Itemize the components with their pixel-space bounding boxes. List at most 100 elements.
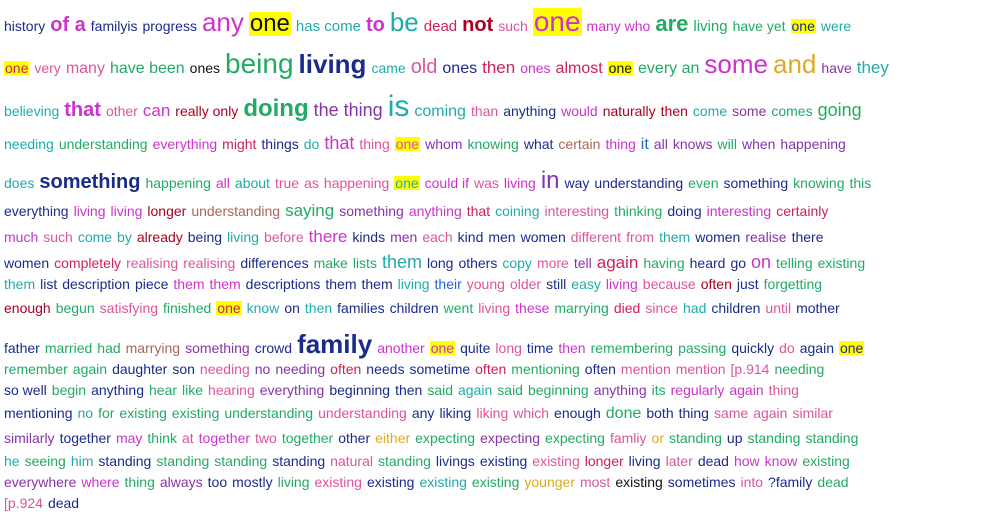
word: thing bbox=[768, 382, 799, 398]
word: tell bbox=[573, 255, 592, 271]
word: most bbox=[579, 474, 611, 490]
word: all bbox=[653, 136, 668, 152]
word-line: he seeing him standing standing standing stand… bbox=[4, 454, 850, 468]
word-line: enough begun satisfying finished one know on th… bbox=[4, 301, 840, 315]
word: family bbox=[297, 329, 373, 359]
word: any bbox=[201, 7, 244, 37]
word: on bbox=[751, 252, 772, 272]
word: go bbox=[730, 255, 747, 271]
word: young bbox=[466, 276, 505, 292]
word: way bbox=[564, 175, 590, 191]
word: already bbox=[136, 229, 183, 245]
word: descriptions bbox=[245, 276, 321, 292]
word: him bbox=[70, 453, 94, 469]
word: then bbox=[660, 103, 688, 119]
word: others bbox=[458, 255, 498, 271]
word: some bbox=[732, 103, 767, 119]
word: needs bbox=[366, 361, 405, 377]
word: history bbox=[4, 18, 46, 34]
word: thing bbox=[605, 136, 636, 152]
word: passing bbox=[678, 340, 727, 356]
word: famliy bbox=[609, 430, 647, 446]
word: as bbox=[304, 175, 319, 191]
word: many bbox=[65, 60, 105, 77]
word: and bbox=[772, 49, 817, 79]
word: them bbox=[4, 276, 36, 292]
word: mentioning bbox=[511, 361, 580, 377]
word: copy bbox=[502, 255, 532, 271]
word: remember bbox=[4, 361, 68, 377]
word: longer bbox=[147, 203, 187, 219]
word: happening bbox=[780, 136, 846, 152]
word: them bbox=[173, 276, 205, 292]
word: old bbox=[410, 56, 438, 78]
word: them bbox=[325, 276, 357, 292]
word: were bbox=[820, 18, 852, 34]
word: there bbox=[308, 227, 348, 246]
word: could if bbox=[424, 175, 469, 191]
word: their bbox=[434, 276, 462, 292]
word: about bbox=[234, 175, 270, 191]
word: liking bbox=[476, 405, 509, 421]
word: where bbox=[81, 474, 120, 490]
word: then bbox=[304, 300, 333, 316]
word: the thing bbox=[313, 100, 383, 120]
word: still bbox=[546, 276, 567, 292]
word: easy bbox=[571, 276, 601, 292]
word: do bbox=[779, 340, 795, 356]
word-line: everywhere where thing always too mostly livin… bbox=[4, 475, 849, 489]
word-line: believing that other can really only doing the… bbox=[4, 92, 862, 122]
word: understanding bbox=[594, 175, 684, 191]
word: no bbox=[254, 361, 271, 377]
word: finished bbox=[163, 300, 212, 316]
word: many who bbox=[586, 18, 651, 34]
word-line: needing understanding everything might thing… bbox=[4, 134, 846, 153]
word: much bbox=[4, 229, 39, 245]
word: sometimes bbox=[667, 474, 736, 490]
word: because bbox=[642, 276, 696, 292]
word: doing bbox=[243, 95, 309, 122]
word-line: [p.924 dead bbox=[4, 496, 79, 510]
highlighted-word: one bbox=[790, 18, 816, 34]
word: living bbox=[397, 276, 430, 292]
word: together bbox=[281, 430, 334, 446]
word: almost bbox=[555, 60, 603, 77]
word: later bbox=[665, 453, 693, 469]
word: something bbox=[339, 203, 404, 219]
word: each bbox=[422, 229, 453, 245]
word: children bbox=[389, 300, 439, 316]
word: just bbox=[736, 276, 759, 292]
word: everything bbox=[152, 136, 218, 152]
word: son bbox=[172, 361, 195, 377]
word: long bbox=[426, 255, 454, 271]
word: done bbox=[605, 405, 642, 422]
word: have bbox=[821, 60, 852, 76]
word: all bbox=[215, 175, 230, 191]
word-line: similarly together may think at together two to… bbox=[4, 431, 858, 445]
word: crowd bbox=[254, 340, 293, 356]
word: hearing bbox=[208, 382, 255, 398]
word: similarly bbox=[4, 430, 55, 446]
word: certain bbox=[558, 136, 601, 152]
word: another bbox=[377, 340, 425, 356]
word: like bbox=[182, 382, 204, 398]
word: women bbox=[4, 255, 50, 271]
word: up bbox=[726, 430, 743, 446]
word: do bbox=[303, 136, 320, 152]
word: ones bbox=[520, 60, 551, 76]
word: heard bbox=[689, 255, 726, 271]
word: marrying bbox=[125, 340, 181, 356]
word: completely bbox=[54, 255, 122, 271]
word: every an bbox=[638, 60, 700, 77]
word: going bbox=[817, 100, 862, 120]
word: again bbox=[596, 253, 639, 272]
word: its bbox=[651, 382, 666, 398]
word-line: them list description piece them them descript… bbox=[4, 277, 822, 291]
word: progress bbox=[142, 18, 197, 34]
word: they bbox=[856, 58, 889, 77]
word: living bbox=[503, 175, 536, 191]
word: everything bbox=[4, 203, 69, 219]
word-line: remember again daughter son needing no needing… bbox=[4, 362, 824, 376]
word: needing bbox=[4, 136, 54, 152]
word: are bbox=[655, 11, 689, 36]
